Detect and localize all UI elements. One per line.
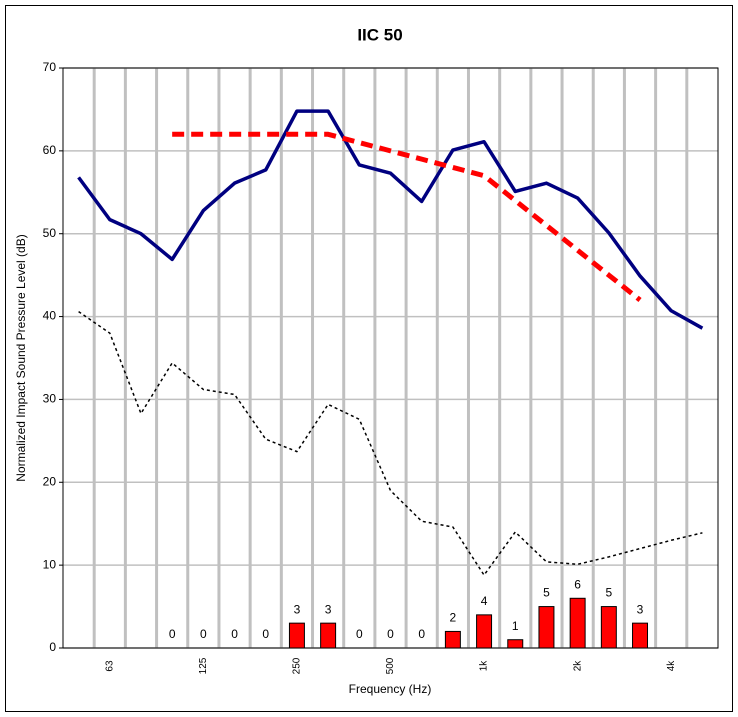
bar-value-label: 0: [262, 627, 269, 641]
y-tick-label: 20: [43, 474, 57, 488]
bar: [569, 597, 586, 649]
y-axis-label: Normalized Impact Sound Pressure Level (…: [14, 234, 28, 481]
bar-value-label: 4: [481, 594, 488, 608]
bar-value-label: 0: [356, 627, 363, 641]
bar: [632, 622, 649, 649]
x-tick-label: 2k: [572, 660, 583, 672]
bar-value-label: 3: [325, 602, 332, 616]
bar-value-label: 2: [450, 611, 457, 625]
x-tick-label: 125: [198, 657, 209, 674]
bar-value-label: 3: [294, 602, 301, 616]
bar: [288, 622, 305, 649]
series-line: [172, 131, 642, 302]
x-tick-label: 1k: [479, 660, 490, 672]
series-line: [78, 310, 703, 576]
y-tick-label: 60: [43, 143, 57, 157]
bar-value-label: 0: [169, 627, 176, 641]
chart-title: IIC 50: [357, 25, 402, 44]
bar: [444, 630, 461, 649]
x-tick-label: 250: [292, 657, 303, 674]
bar-value-label: 3: [637, 602, 644, 616]
bar-value-label: 0: [231, 627, 238, 641]
bar-value-label: 0: [387, 627, 394, 641]
bar: [476, 614, 493, 649]
bar-value-label: 0: [200, 627, 207, 641]
bar: [507, 639, 524, 649]
series-line: [77, 109, 704, 330]
bar-value-label: 5: [605, 586, 612, 600]
bar-value-label: 5: [543, 586, 550, 600]
plot-area: [62, 67, 719, 649]
x-tick-label: 63: [104, 660, 115, 672]
y-tick-label: 10: [43, 557, 57, 571]
x-axis-label: Frequency (Hz): [349, 682, 432, 696]
y-tick-label: 40: [43, 309, 57, 323]
x-tick-label: 500: [385, 657, 396, 674]
bar-value-label: 6: [574, 577, 581, 591]
y-tick-label: 0: [49, 640, 56, 654]
y-tick-label: 30: [43, 392, 57, 406]
x-tick-label: 4k: [666, 660, 677, 672]
y-tick-label: 50: [43, 226, 57, 240]
bar-value-label: 0: [418, 627, 425, 641]
bar: [600, 606, 617, 649]
y-tick-label: 70: [43, 60, 57, 74]
bar: [320, 622, 337, 649]
bar-value-label: 1: [512, 619, 519, 633]
bar: [538, 606, 555, 649]
